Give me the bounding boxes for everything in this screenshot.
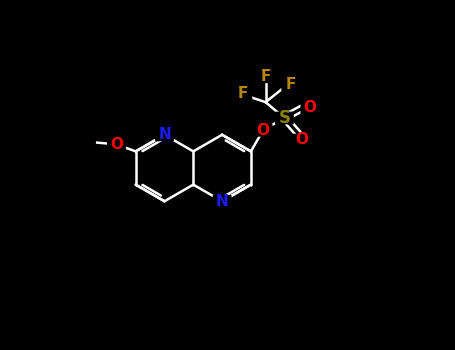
Text: O: O [110, 137, 123, 152]
Text: F: F [286, 77, 296, 92]
FancyBboxPatch shape [212, 195, 232, 208]
Text: F: F [238, 86, 248, 101]
FancyBboxPatch shape [275, 112, 294, 125]
Text: F: F [260, 69, 271, 84]
FancyBboxPatch shape [107, 138, 126, 151]
Text: F: F [286, 77, 296, 92]
Text: O: O [257, 122, 270, 138]
FancyBboxPatch shape [155, 128, 174, 141]
FancyBboxPatch shape [233, 87, 252, 100]
Text: O: O [303, 100, 316, 115]
FancyBboxPatch shape [293, 134, 311, 147]
Text: F: F [238, 86, 248, 101]
Text: O: O [303, 100, 316, 115]
Text: N: N [216, 194, 228, 209]
FancyBboxPatch shape [281, 78, 300, 91]
Text: N: N [158, 127, 171, 142]
FancyBboxPatch shape [254, 124, 273, 137]
Text: S: S [278, 109, 290, 127]
Text: N: N [158, 127, 171, 142]
Text: S: S [278, 109, 290, 127]
Text: O: O [257, 122, 270, 138]
Text: N: N [216, 194, 228, 209]
Text: O: O [110, 137, 123, 152]
Text: O: O [295, 132, 308, 147]
FancyBboxPatch shape [300, 101, 319, 114]
Text: O: O [295, 132, 308, 147]
FancyBboxPatch shape [256, 70, 275, 83]
Text: F: F [260, 69, 271, 84]
